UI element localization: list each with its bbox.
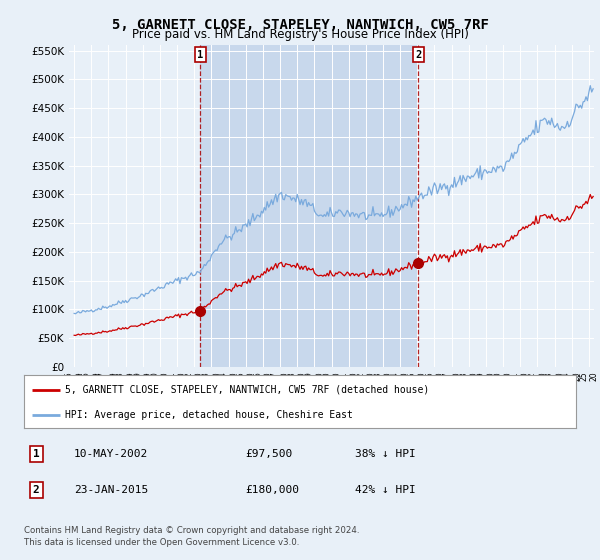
Text: Price paid vs. HM Land Registry's House Price Index (HPI): Price paid vs. HM Land Registry's House … <box>131 28 469 41</box>
Text: This data is licensed under the Open Government Licence v3.0.: This data is licensed under the Open Gov… <box>24 538 299 547</box>
Text: 5, GARNETT CLOSE, STAPELEY, NANTWICH, CW5 7RF (detached house): 5, GARNETT CLOSE, STAPELEY, NANTWICH, CW… <box>65 385 430 395</box>
Text: 42% ↓ HPI: 42% ↓ HPI <box>355 484 416 494</box>
Text: 2: 2 <box>415 50 422 59</box>
Text: 23-JAN-2015: 23-JAN-2015 <box>74 484 148 494</box>
Text: 2: 2 <box>33 484 40 494</box>
Text: 10-MAY-2002: 10-MAY-2002 <box>74 449 148 459</box>
Text: 1: 1 <box>33 449 40 459</box>
Text: HPI: Average price, detached house, Cheshire East: HPI: Average price, detached house, Ches… <box>65 410 353 420</box>
Text: £97,500: £97,500 <box>245 449 292 459</box>
Text: 38% ↓ HPI: 38% ↓ HPI <box>355 449 416 459</box>
Text: 5, GARNETT CLOSE, STAPELEY, NANTWICH, CW5 7RF: 5, GARNETT CLOSE, STAPELEY, NANTWICH, CW… <box>112 18 488 32</box>
Text: Contains HM Land Registry data © Crown copyright and database right 2024.: Contains HM Land Registry data © Crown c… <box>24 526 359 535</box>
Text: 1: 1 <box>197 50 203 59</box>
Bar <box>200 45 418 367</box>
Text: £180,000: £180,000 <box>245 484 299 494</box>
